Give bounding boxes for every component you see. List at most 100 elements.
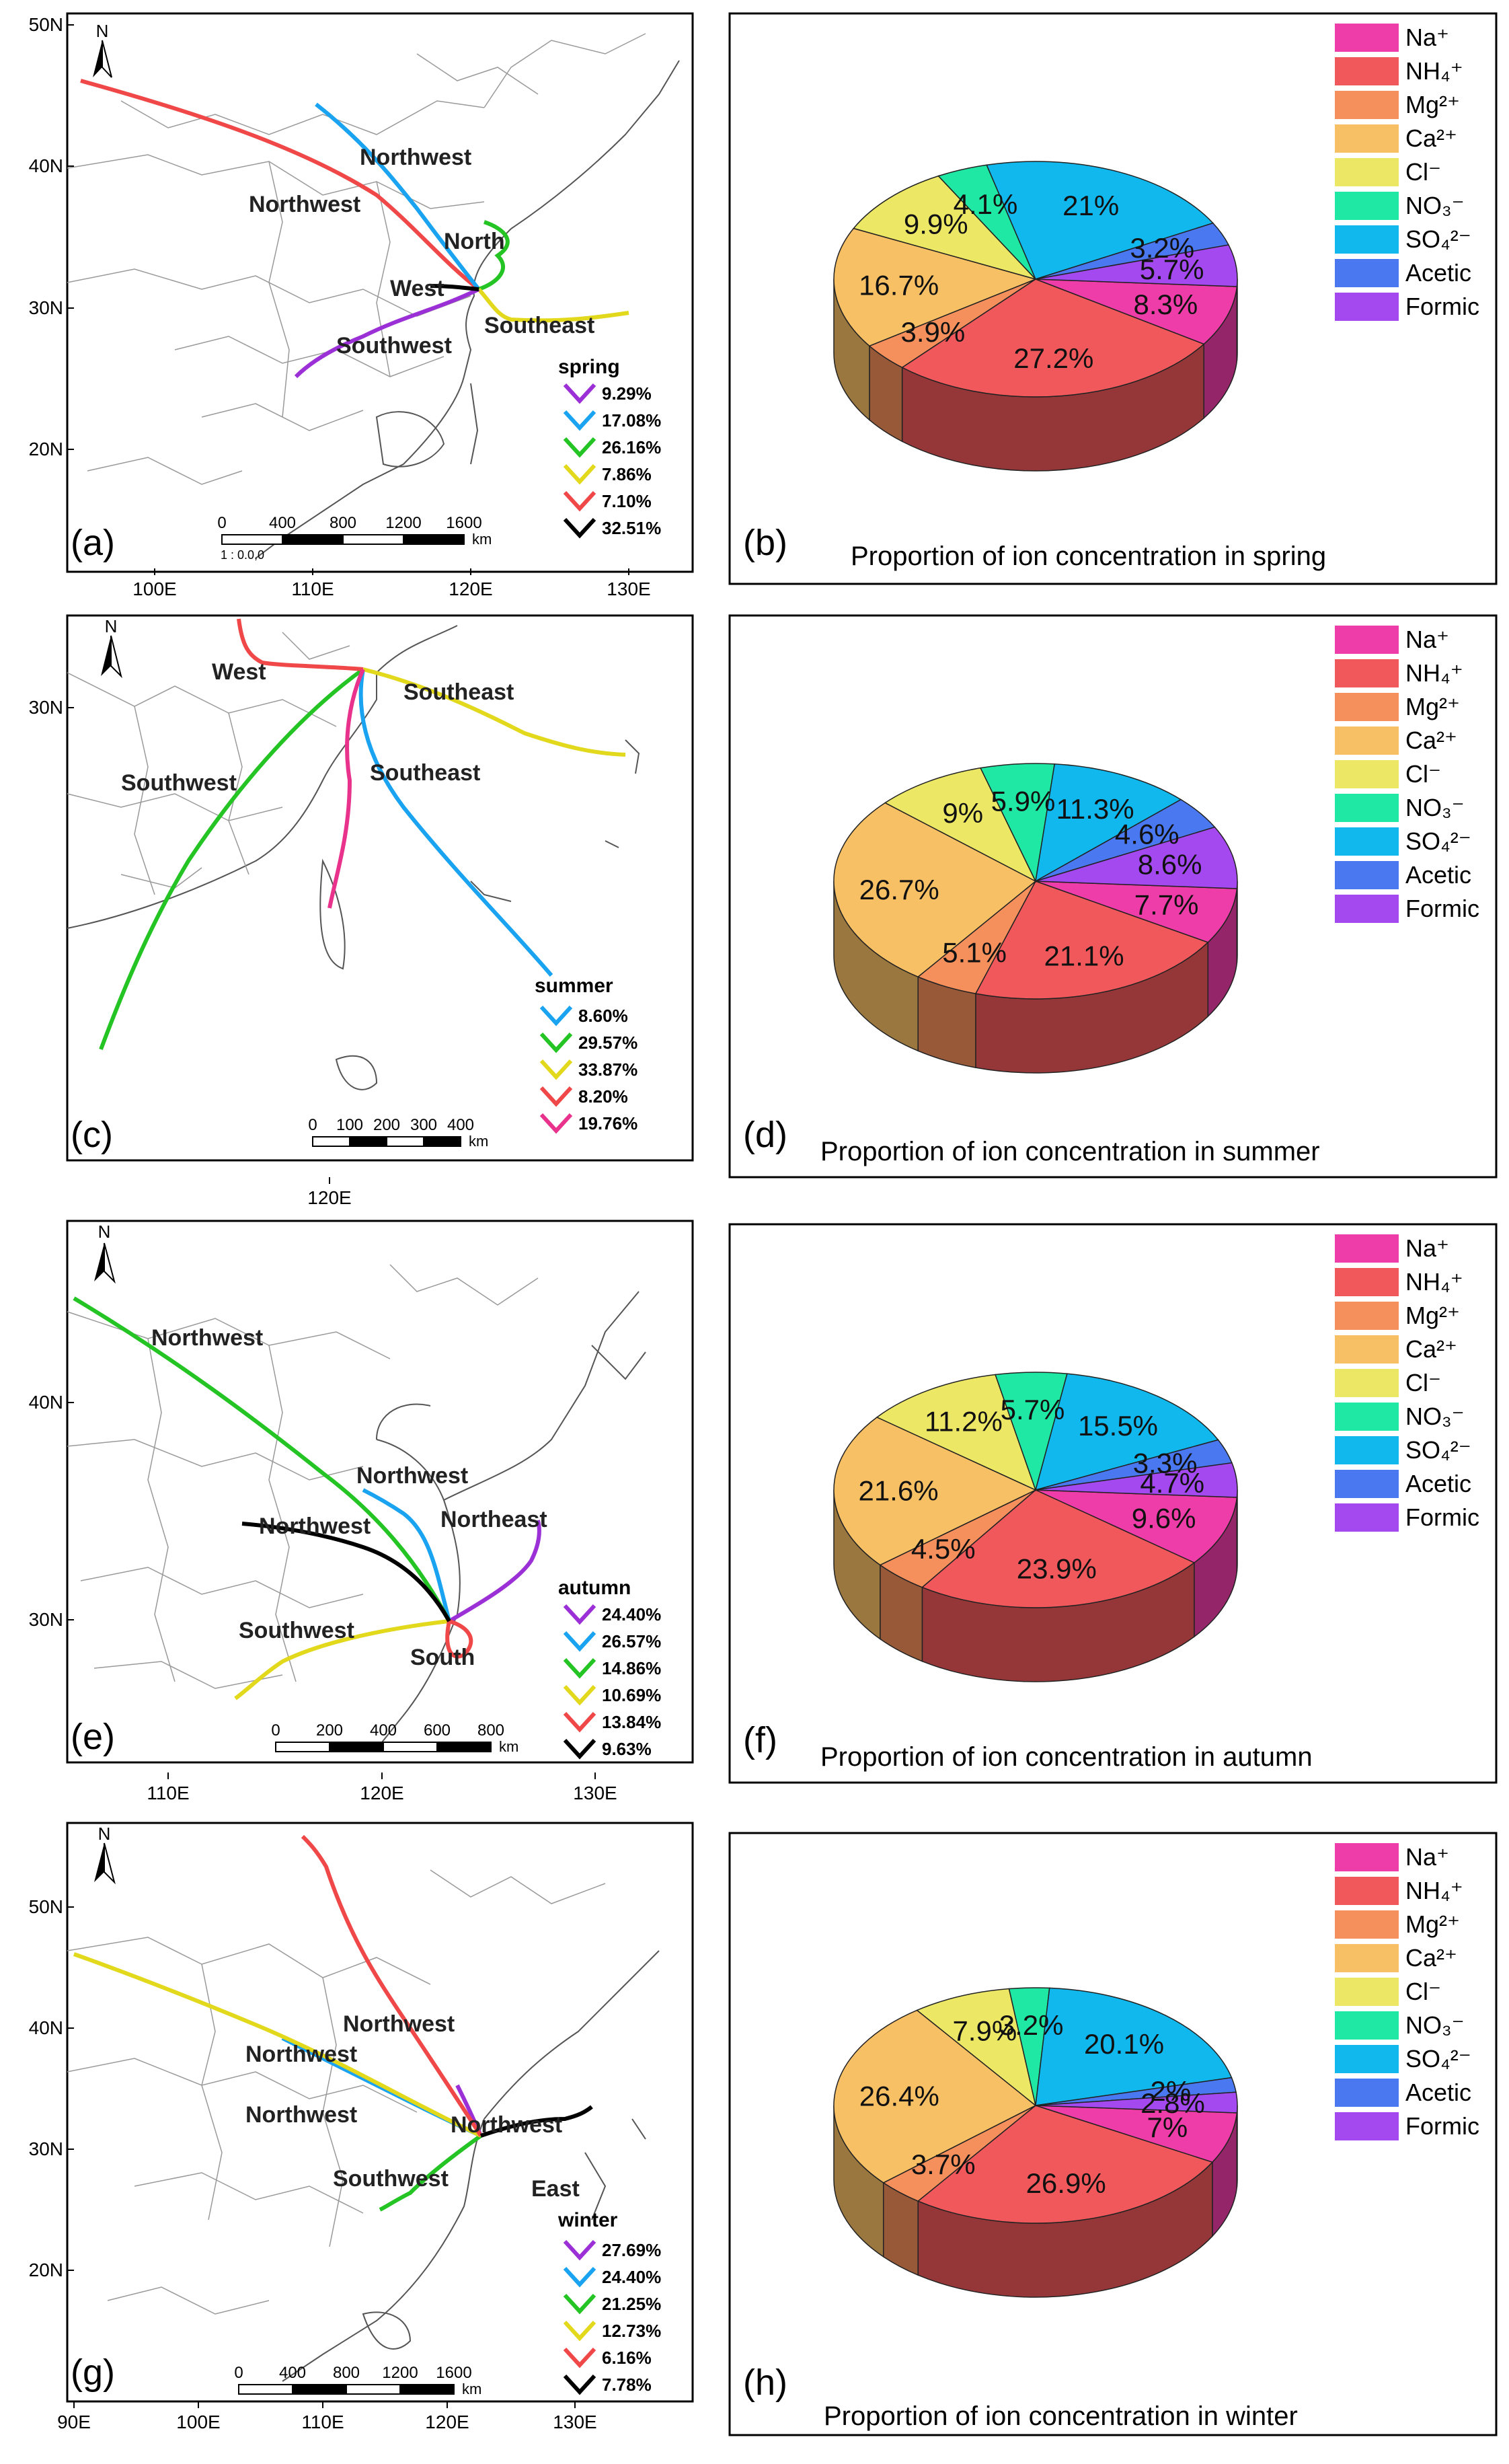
pie-slice: [917, 2105, 1214, 2224]
legend-swatch: [1335, 1470, 1399, 1498]
ion-legend: Na⁺ NH₄⁺ Mg²⁺ Ca²⁺ Cl⁻ NO₃⁻ SO₄²⁻ Acetic Formic: [1335, 24, 1479, 321]
slice-label: 3.2%: [999, 2009, 1064, 2041]
legend-label: Mg²⁺: [1405, 693, 1460, 720]
scale-label: 1600: [436, 2364, 471, 2382]
y-tick-label: 20N: [29, 439, 63, 459]
x-axis-ticks: 120E: [307, 1177, 352, 1208]
legend-swatch: [1335, 225, 1399, 254]
trajectory-percent: 9.63%: [602, 1739, 652, 1759]
north-arrow-icon: N: [94, 1222, 116, 1284]
slice-label: 5.9%: [991, 785, 1056, 817]
legend-label: Mg²⁺: [1405, 91, 1460, 118]
chevron-icon: [539, 1086, 573, 1107]
trajectory-percent: 6.16%: [602, 2348, 652, 2368]
slice-label: 26.7%: [859, 874, 939, 905]
x-axis-ticks: 110E 120E 130E: [147, 1772, 617, 1803]
panel-label: (h): [743, 2362, 787, 2403]
trajectory-percent: 27.69%: [602, 2240, 661, 2260]
trajectory-percent: 29.57%: [578, 1033, 637, 1053]
map-panel-winter: N Northwest Northwest Northwest Northwes…: [29, 1822, 694, 2432]
trajectory-percent: 8.60%: [578, 1006, 628, 1026]
slice-label: 4.7%: [1140, 1467, 1204, 1499]
legend-label: Formic: [1405, 895, 1479, 922]
region-label: East: [531, 2176, 580, 2202]
region-label: North: [444, 229, 505, 254]
legend-label: Mg²⁺: [1405, 1910, 1460, 1938]
x-tick-label: 120E: [307, 1187, 351, 1208]
scale-unit: km: [499, 1738, 518, 1755]
legend-swatch: [1335, 1910, 1399, 1939]
scale-segment: [436, 1742, 492, 1752]
region-labels: West Southeast Southwest Southeast: [121, 659, 514, 796]
x-tick-label: 110E: [291, 578, 334, 599]
legend-label: Cl⁻: [1405, 760, 1441, 788]
legend-swatch: [1335, 1268, 1399, 1296]
svg-text:N: N: [96, 21, 109, 41]
legend-swatch: [1335, 659, 1399, 687]
legend-swatch: [1335, 293, 1399, 321]
trajectory-percent: 32.51%: [602, 518, 661, 538]
pie-panel-spring: 8.3% 27.2% 3.9% 16.7% 9.9%4.1% 21% 3.2%5.7% Na…: [728, 12, 1498, 585]
pie-panel-winter: 7%26.9%3.7%26.4%7.9%3.2%20.1%2%2.8% Na⁺N…: [728, 1832, 1498, 2436]
pie-slice: [833, 2009, 1037, 2183]
y-axis-ticks: 40N 30N: [29, 1392, 74, 1630]
panel-label: (f): [743, 1720, 777, 1760]
region-label: Southwest: [333, 2166, 449, 2192]
slice-label: 8.6%: [1138, 849, 1202, 881]
y-tick-label: 40N: [29, 2017, 63, 2038]
slice-label: 20.1%: [1084, 2028, 1164, 2060]
slice-label: 5.1%: [942, 937, 1007, 969]
pie-slice: [986, 161, 1214, 280]
chevron-icon: [563, 2293, 596, 2315]
trajectory-legend: 9.29% 17.08% 26.16% 7.86% 7.10% 32.51%: [563, 383, 661, 539]
x-tick-label: 110E: [301, 2412, 344, 2432]
x-axis-ticks: 100E 110E 120E 130E: [132, 568, 651, 599]
scale-label: 400: [447, 1116, 474, 1134]
province-borders: [67, 1264, 539, 1689]
slice-label: 3.7%: [911, 2149, 976, 2180]
slice-label: 3.2%: [1130, 232, 1194, 264]
y-tick-label: 30N: [29, 2138, 63, 2159]
legend-label: SO₄²⁻: [1405, 225, 1471, 253]
legend-label: SO₄²⁻: [1405, 2045, 1471, 2073]
y-tick-label: 50N: [29, 1896, 63, 1917]
trajectory-percent: 24.40%: [602, 2267, 661, 2287]
legend-label: Na⁺: [1405, 1843, 1449, 1871]
chevron-icon: [563, 1657, 596, 1679]
legend-swatch: [1335, 2112, 1399, 2140]
chevron-icon: [563, 2347, 596, 2368]
slice-label: 3.3%: [1133, 1448, 1198, 1479]
legend-label: NO₃⁻: [1405, 794, 1465, 821]
legend-label: Cl⁻: [1405, 1369, 1441, 1396]
pie-slice: [1035, 2091, 1238, 2114]
trajectory-percent: 14.86%: [602, 1658, 661, 1678]
chevron-icon: [563, 437, 596, 458]
region-label: Northwest: [245, 2042, 357, 2067]
slice-label: 3.9%: [901, 316, 966, 348]
slice-label: 21%: [1062, 190, 1119, 221]
scale-segment: [342, 534, 404, 545]
legend-label: Na⁺: [1405, 1234, 1449, 1262]
slice-label: 4.1%: [954, 188, 1018, 220]
legend-label: NH₄⁺: [1405, 1877, 1463, 1904]
panel-label: (e): [71, 1717, 115, 1757]
chevron-icon: [563, 1604, 596, 1625]
x-tick-label: 120E: [360, 1783, 403, 1803]
legend-swatch: [1335, 259, 1399, 287]
pie-slice: [833, 802, 1037, 978]
legend-label: Na⁺: [1405, 626, 1449, 653]
svg-text:N: N: [98, 1824, 111, 1844]
pie-chart: 7.7% 21.1% 5.1% 26.7% 9% 5.9% 11.3%4.6%8.6%: [833, 763, 1238, 1074]
trajectory-percent: 13.84%: [602, 1712, 661, 1732]
chevron-icon: [563, 410, 596, 431]
slice-label: 7%: [1147, 2112, 1188, 2143]
legend-swatch: [1335, 1302, 1399, 1330]
province-borders: [67, 1869, 606, 2315]
chevron-icon: [563, 1631, 596, 1652]
chevron-icon: [563, 1711, 596, 1733]
legend-label: Ca²⁺: [1405, 1944, 1457, 1972]
slice-label: 16.7%: [859, 269, 939, 301]
